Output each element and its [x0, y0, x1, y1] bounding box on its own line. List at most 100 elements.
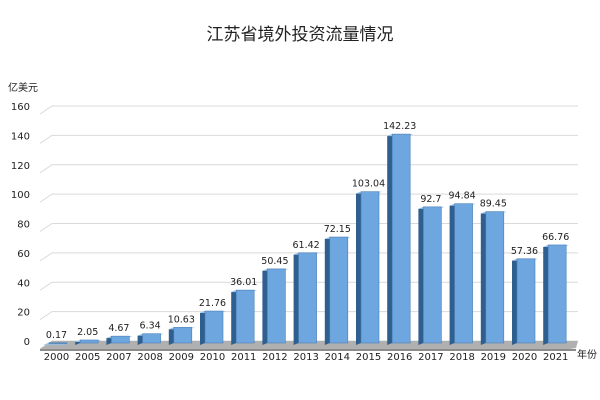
y-tick-label: 40: [17, 278, 30, 289]
data-label: 4.67: [108, 323, 129, 334]
x-tick-label: 2011: [231, 352, 256, 363]
data-label: 94.84: [448, 191, 475, 202]
bar: [168, 327, 195, 345]
x-tick-label: 2005: [75, 352, 100, 363]
x-tick-label: 2012: [262, 352, 287, 363]
bar-front: [267, 268, 286, 344]
bar-side: [231, 290, 237, 345]
bar-series: [44, 133, 570, 345]
bar: [44, 342, 70, 345]
x-axis-ticks: 2000 2005 2007 2008 2009 2010 2011 2012 2013 2014…: [44, 352, 569, 363]
x-tick-label: 2008: [137, 352, 162, 363]
bar-side: [449, 203, 455, 345]
bar-front: [454, 203, 473, 344]
data-label: 50.45: [261, 256, 288, 267]
bar: [231, 289, 258, 345]
data-label: 92.7: [420, 194, 441, 205]
bar: [387, 133, 414, 345]
x-tick-label: 2009: [169, 352, 194, 363]
bar-side: [168, 327, 174, 345]
y-tick-label: 160: [11, 102, 30, 113]
x-tick-label: 2000: [44, 352, 69, 363]
x-tick-label: 2007: [106, 352, 131, 363]
bar-front: [48, 342, 68, 345]
floor-edge: [40, 349, 576, 351]
bar-side: [543, 244, 549, 345]
data-label: 103.04: [352, 179, 385, 190]
y-tick-label: 120: [11, 161, 30, 172]
bar: [75, 339, 102, 345]
data-label: 36.01: [230, 277, 257, 288]
bar: [106, 335, 133, 345]
y-tick-label: 60: [17, 249, 30, 260]
bar: [293, 252, 320, 345]
x-tick-label: 2018: [449, 352, 474, 363]
gridlines: [39, 105, 578, 350]
y-tick-label: 140: [11, 131, 30, 142]
bar-side: [324, 237, 330, 345]
data-label: 6.34: [140, 321, 161, 332]
data-label: 142.23: [383, 121, 416, 132]
bar: [262, 268, 289, 345]
bar-side: [106, 336, 112, 345]
x-tick-label: 2013: [293, 352, 318, 363]
bar-front: [204, 310, 224, 344]
y-tick-label: 100: [11, 190, 30, 201]
bar-front: [235, 289, 255, 344]
data-label: 21.76: [199, 298, 226, 309]
x-tick-label: 2021: [543, 352, 568, 363]
bar: [324, 236, 351, 345]
bar-side: [293, 252, 299, 345]
y-axis-unit-label: 亿美元: [8, 81, 38, 94]
bar-side: [418, 206, 424, 345]
bar-front: [391, 133, 411, 344]
bar: [418, 206, 445, 345]
x-axis-unit-label: 年份: [577, 348, 597, 361]
bar: [543, 244, 570, 345]
data-label: 66.76: [542, 232, 569, 243]
bar-front: [173, 327, 193, 344]
x-tick-label: 2016: [387, 352, 412, 363]
bar-side: [262, 268, 268, 345]
bar-side: [200, 311, 205, 345]
bar-side: [387, 134, 393, 345]
bar-front: [485, 211, 505, 344]
bar: [137, 333, 164, 345]
chart-title: 江苏省境外投资流量情况: [207, 25, 394, 45]
data-label: 72.15: [324, 224, 351, 235]
y-axis-ticks: 0 20 40 60 80 100 120 140 160: [11, 102, 30, 348]
data-label: 10.63: [168, 314, 195, 325]
bar-side: [512, 258, 517, 345]
gridline: [39, 134, 578, 144]
data-label: 2.05: [77, 327, 98, 338]
gridline: [39, 164, 578, 174]
y-tick-label: 20: [17, 308, 30, 319]
bar-front: [79, 339, 99, 344]
data-label: 89.45: [480, 199, 507, 210]
bar: [200, 310, 226, 345]
bar-front: [360, 191, 380, 344]
bar-front: [516, 258, 536, 344]
bar-side: [356, 191, 361, 345]
bar-front: [111, 335, 130, 344]
data-label: 0.17: [46, 330, 67, 341]
x-tick-label: 2014: [325, 352, 350, 363]
bar-front: [298, 252, 317, 344]
bar: [480, 211, 507, 345]
bar: [512, 258, 538, 345]
gridline: [39, 105, 578, 115]
bar-front: [547, 244, 567, 344]
data-label: 57.36: [511, 246, 538, 257]
bar-front: [329, 236, 349, 344]
data-labels: 0.17 2.05 4.67 6.34 10.63 21.76 36.01 50.45 61.4…: [46, 121, 569, 341]
bar-front: [142, 333, 161, 344]
x-tick-label: 2010: [200, 352, 225, 363]
bar-front: [423, 206, 442, 344]
y-tick-label: 0: [24, 337, 30, 348]
bar-side: [480, 211, 486, 345]
bar: [356, 191, 382, 345]
x-tick-label: 2015: [356, 352, 381, 363]
x-tick-label: 2019: [481, 352, 506, 363]
bar: [449, 203, 476, 345]
x-tick-label: 2017: [418, 352, 443, 363]
